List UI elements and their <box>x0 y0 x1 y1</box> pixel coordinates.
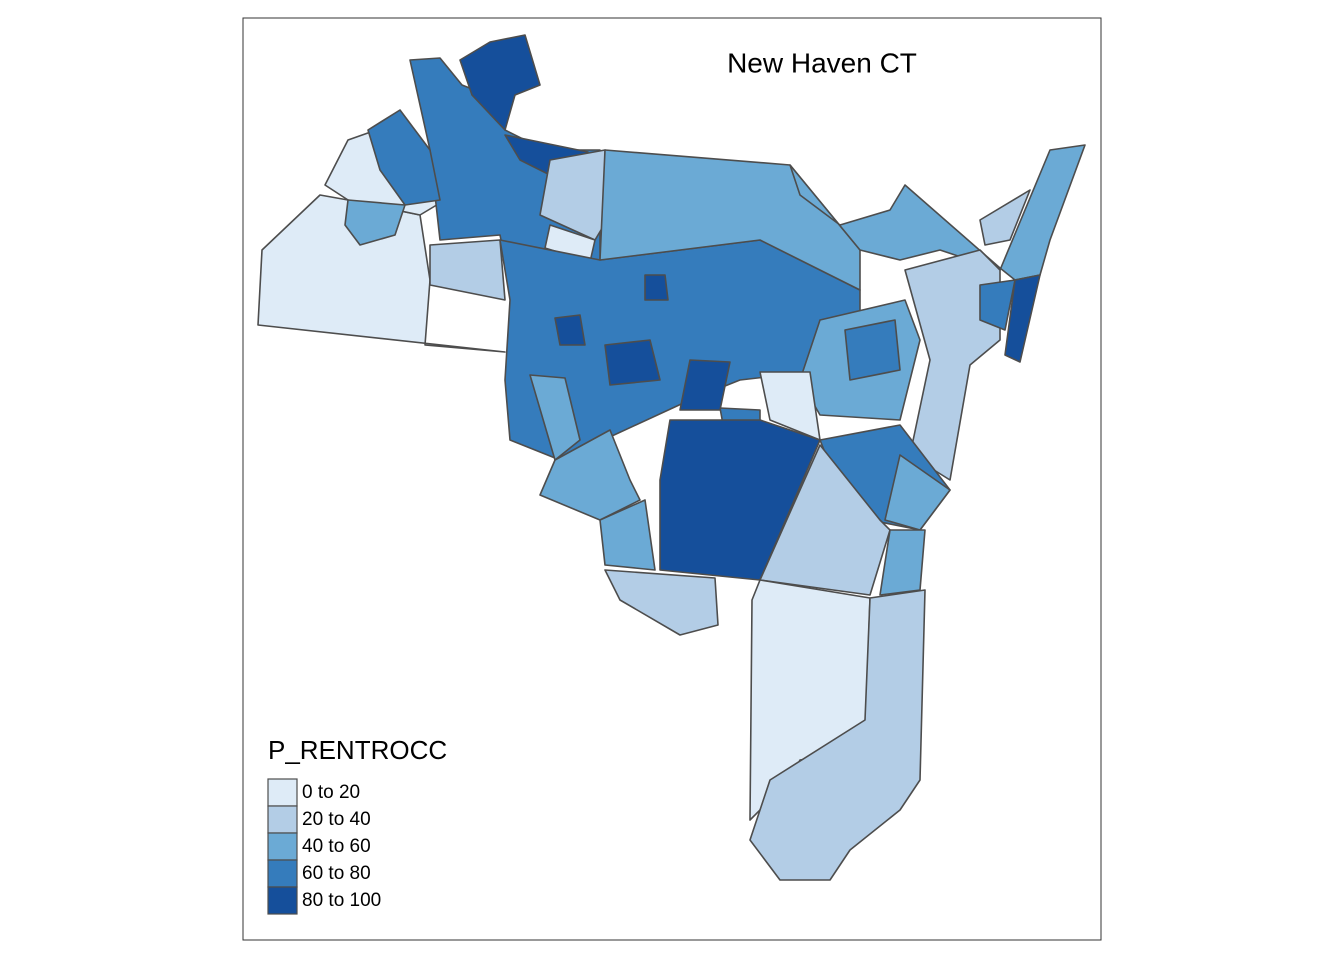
tract <box>979 279 1016 331</box>
tract <box>529 374 581 461</box>
tract <box>644 274 669 301</box>
tract <box>844 319 901 381</box>
tract <box>604 339 661 386</box>
map-title: New Haven CT <box>727 47 917 78</box>
legend: 0 to 20 20 to 40 40 to 60 60 to 80 80 to 100 <box>267 778 381 915</box>
legend-swatch <box>267 886 298 915</box>
tract <box>979 189 1031 246</box>
tract <box>1004 274 1041 363</box>
tract <box>679 359 731 411</box>
legend-label: 0 to 20 <box>302 782 360 803</box>
tract <box>599 499 656 571</box>
legend-title: P_RENTROCC <box>268 735 447 765</box>
legend-label: 20 to 40 <box>302 809 371 830</box>
legend-label: 80 to 100 <box>302 890 381 911</box>
tract <box>759 444 891 596</box>
tract <box>459 34 541 131</box>
legend-swatch <box>267 832 298 861</box>
tract <box>604 569 719 636</box>
legend-label: 40 to 60 <box>302 836 371 857</box>
legend-label: 60 to 80 <box>302 863 371 884</box>
tract <box>904 249 1001 481</box>
tracts <box>257 34 1086 881</box>
legend-swatch <box>267 805 298 834</box>
legend-swatch <box>267 778 298 807</box>
tract <box>554 314 586 346</box>
legend-swatch <box>267 859 298 888</box>
tract <box>344 199 406 246</box>
tract <box>789 144 1086 281</box>
tract <box>749 589 926 881</box>
tract <box>367 109 441 206</box>
tract <box>539 429 641 521</box>
tract <box>429 239 506 301</box>
